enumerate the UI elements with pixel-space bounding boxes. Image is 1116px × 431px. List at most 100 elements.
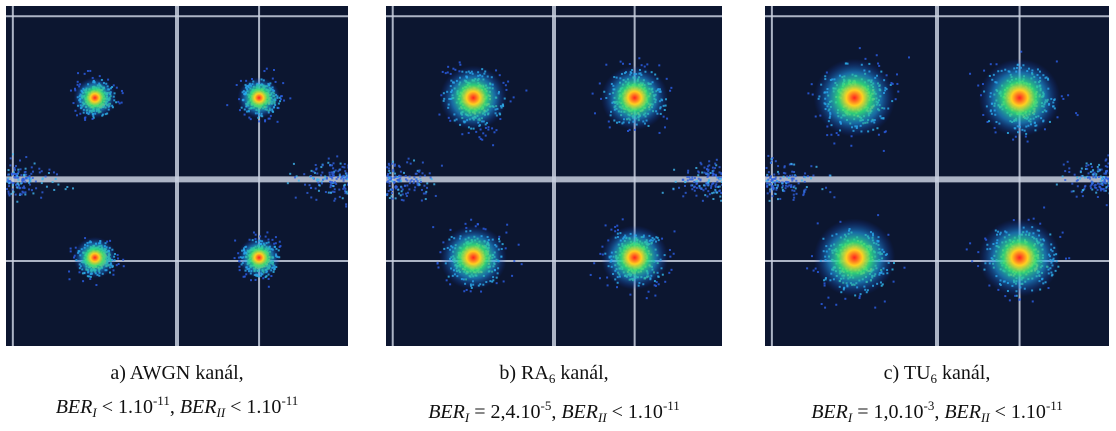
sample-dot [772, 187, 774, 189]
sample-dot [1107, 154, 1109, 156]
sample-dot [807, 92, 809, 94]
sample-dot [303, 173, 305, 175]
caption-text: < 1.10 [990, 401, 1046, 423]
sample-dot [419, 179, 421, 181]
sample-dot [336, 155, 338, 157]
sample-dot [773, 178, 775, 180]
sample-dot [400, 171, 402, 173]
sample-dot [793, 164, 795, 166]
sample-dot [669, 256, 671, 258]
sample-dot [707, 190, 709, 192]
sample-dot [1104, 179, 1106, 181]
sample-dot [1067, 161, 1069, 163]
sample-dot [693, 186, 695, 188]
sample-dot [116, 87, 118, 89]
sample-dot [810, 165, 812, 167]
sample-dot [295, 197, 297, 199]
sample-dot [705, 182, 707, 184]
sample-dot [703, 172, 705, 174]
sample-dot [708, 164, 710, 166]
sample-dot [977, 265, 979, 267]
sample-dot [678, 187, 680, 189]
sample-dot [766, 183, 768, 185]
sample-dot [659, 132, 661, 134]
sample-dot [239, 269, 241, 271]
sample-dot [70, 250, 72, 252]
sample-dot [777, 171, 779, 173]
sample-dot [804, 172, 806, 174]
sample-dot [716, 192, 718, 194]
sample-dot [289, 173, 291, 175]
sample-dot [29, 175, 31, 177]
sample-dot [438, 114, 440, 116]
sample-dot [812, 94, 814, 96]
sample-dot [270, 275, 272, 277]
sample-dot [16, 177, 18, 179]
sample-dot [275, 236, 277, 238]
sample-dot [82, 280, 84, 282]
sample-dot [408, 188, 410, 190]
sample-dot [670, 87, 672, 89]
sample-dot [328, 192, 330, 194]
sample-dot [32, 192, 34, 194]
sample-dot [646, 63, 648, 65]
sample-dot [695, 167, 697, 169]
sample-dot [1106, 186, 1108, 188]
sample-dot [482, 132, 484, 134]
sample-dot [1090, 171, 1092, 173]
sample-dot [480, 138, 482, 140]
sample-dot [700, 163, 702, 165]
sample-dot [714, 163, 716, 165]
sample-dot [768, 171, 770, 173]
sample-dot [807, 175, 809, 177]
sample-dot [12, 182, 14, 184]
sample-dot [672, 188, 674, 190]
sample-dot [682, 195, 684, 197]
sample-dot [487, 129, 489, 131]
sample-dot [664, 126, 666, 128]
sample-dot [673, 169, 675, 171]
sample-dot [29, 180, 31, 182]
sample-dot [12, 191, 14, 193]
sample-dot [616, 286, 618, 288]
sample-dot [324, 175, 326, 177]
sample-dot [459, 64, 461, 66]
sample-dot [340, 178, 342, 180]
sample-dot [327, 162, 329, 164]
sample-dot [329, 172, 331, 174]
sample-dot [121, 102, 123, 104]
sample-dot [1105, 170, 1107, 172]
caption-text: BER [944, 401, 981, 423]
sample-dot [268, 286, 270, 288]
sample-dot [23, 174, 25, 176]
sample-dot [332, 185, 334, 187]
sample-dot [9, 164, 11, 166]
sample-dot [713, 192, 715, 194]
sample-dot [492, 144, 494, 146]
sample-dot [399, 180, 401, 182]
sample-dot [328, 158, 330, 160]
sample-dot [421, 200, 423, 202]
sample-dot [112, 269, 114, 271]
sample-dot [478, 136, 480, 138]
sample-dot [710, 187, 712, 189]
sample-dot [388, 190, 390, 192]
sample-dot [392, 169, 394, 171]
sample-dot [53, 171, 55, 173]
sample-dot [271, 239, 273, 241]
sample-dot [709, 193, 711, 195]
sample-dot [343, 186, 345, 188]
sample-dot [397, 189, 399, 191]
caption-text: II [981, 410, 990, 425]
sample-dot [801, 179, 803, 181]
sample-dot [437, 266, 439, 268]
sample-dot [1091, 181, 1093, 183]
sample-dot [13, 167, 15, 169]
sample-dot [401, 190, 403, 192]
sample-dot [609, 126, 611, 128]
caption-text: -11 [663, 398, 680, 413]
caption-text: -5 [540, 398, 551, 413]
sample-dot [333, 162, 335, 164]
sample-dot [16, 201, 18, 203]
sample-dot [1071, 183, 1073, 185]
